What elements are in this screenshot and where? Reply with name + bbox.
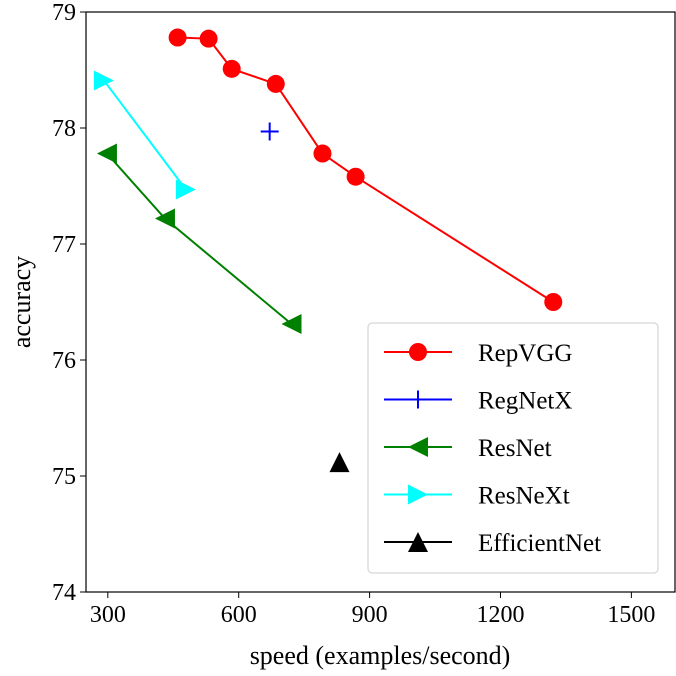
legend-marker <box>408 532 428 552</box>
legend-marker <box>409 343 427 361</box>
y-tick-label: 78 <box>52 116 76 142</box>
x-tick-label: 300 <box>90 602 126 628</box>
legend-label: EfficientNet <box>478 530 601 557</box>
series-line <box>106 152 293 325</box>
series-repvgg <box>168 28 563 311</box>
legend: RepVGG RegNetX ResNet ResNeXt EfficientNet <box>367 322 659 574</box>
y-tick-label: 75 <box>52 464 76 490</box>
legend-marker <box>408 437 428 457</box>
x-axis-label: speed (examples/second) <box>250 641 511 670</box>
data-point <box>199 29 218 48</box>
legend-label: RepVGG <box>478 340 572 367</box>
data-point <box>266 74 285 93</box>
legend-label: ResNet <box>478 435 552 462</box>
legend-item-regnetx: RegNetX <box>384 388 572 415</box>
data-point <box>329 452 350 473</box>
series-resnet <box>96 143 302 335</box>
series-line <box>103 79 187 191</box>
y-tick-label: 79 <box>52 0 76 26</box>
x-tick-label: 1500 <box>607 602 655 628</box>
series-efficientnet <box>329 452 350 473</box>
x-tick-label: 1200 <box>476 602 524 628</box>
legend-marker <box>408 484 428 505</box>
data-point <box>154 208 175 229</box>
data-point <box>346 167 365 186</box>
y-axis-label: accuracy <box>7 256 36 348</box>
data-point <box>313 144 332 163</box>
legend-item-repvgg: RepVGG <box>384 340 572 367</box>
y-tick-label: 74 <box>52 580 76 606</box>
legend-label: RegNetX <box>478 388 572 415</box>
x-tick-label: 900 <box>352 602 388 628</box>
data-point <box>222 59 241 78</box>
series-regnetx <box>260 122 279 141</box>
legend-item-resnet: ResNet <box>384 435 552 462</box>
data-point <box>281 314 302 335</box>
plot-frame <box>85 11 676 593</box>
series-resnext <box>93 70 196 200</box>
legend-box <box>367 322 659 574</box>
data-point <box>93 70 114 91</box>
data-point <box>260 122 279 141</box>
legend-label: ResNeXt <box>478 483 570 510</box>
data-point <box>168 28 187 47</box>
data-point <box>96 143 117 164</box>
y-tick-label: 77 <box>52 232 76 258</box>
x-tick-label: 600 <box>221 602 257 628</box>
y-tick-label: 76 <box>52 348 76 374</box>
legend-marker <box>409 390 427 409</box>
legend-item-resnext: ResNeXt <box>384 483 570 510</box>
data-point <box>175 179 196 200</box>
data-point <box>544 293 563 311</box>
legend-item-efficientnet: EfficientNet <box>384 530 601 557</box>
